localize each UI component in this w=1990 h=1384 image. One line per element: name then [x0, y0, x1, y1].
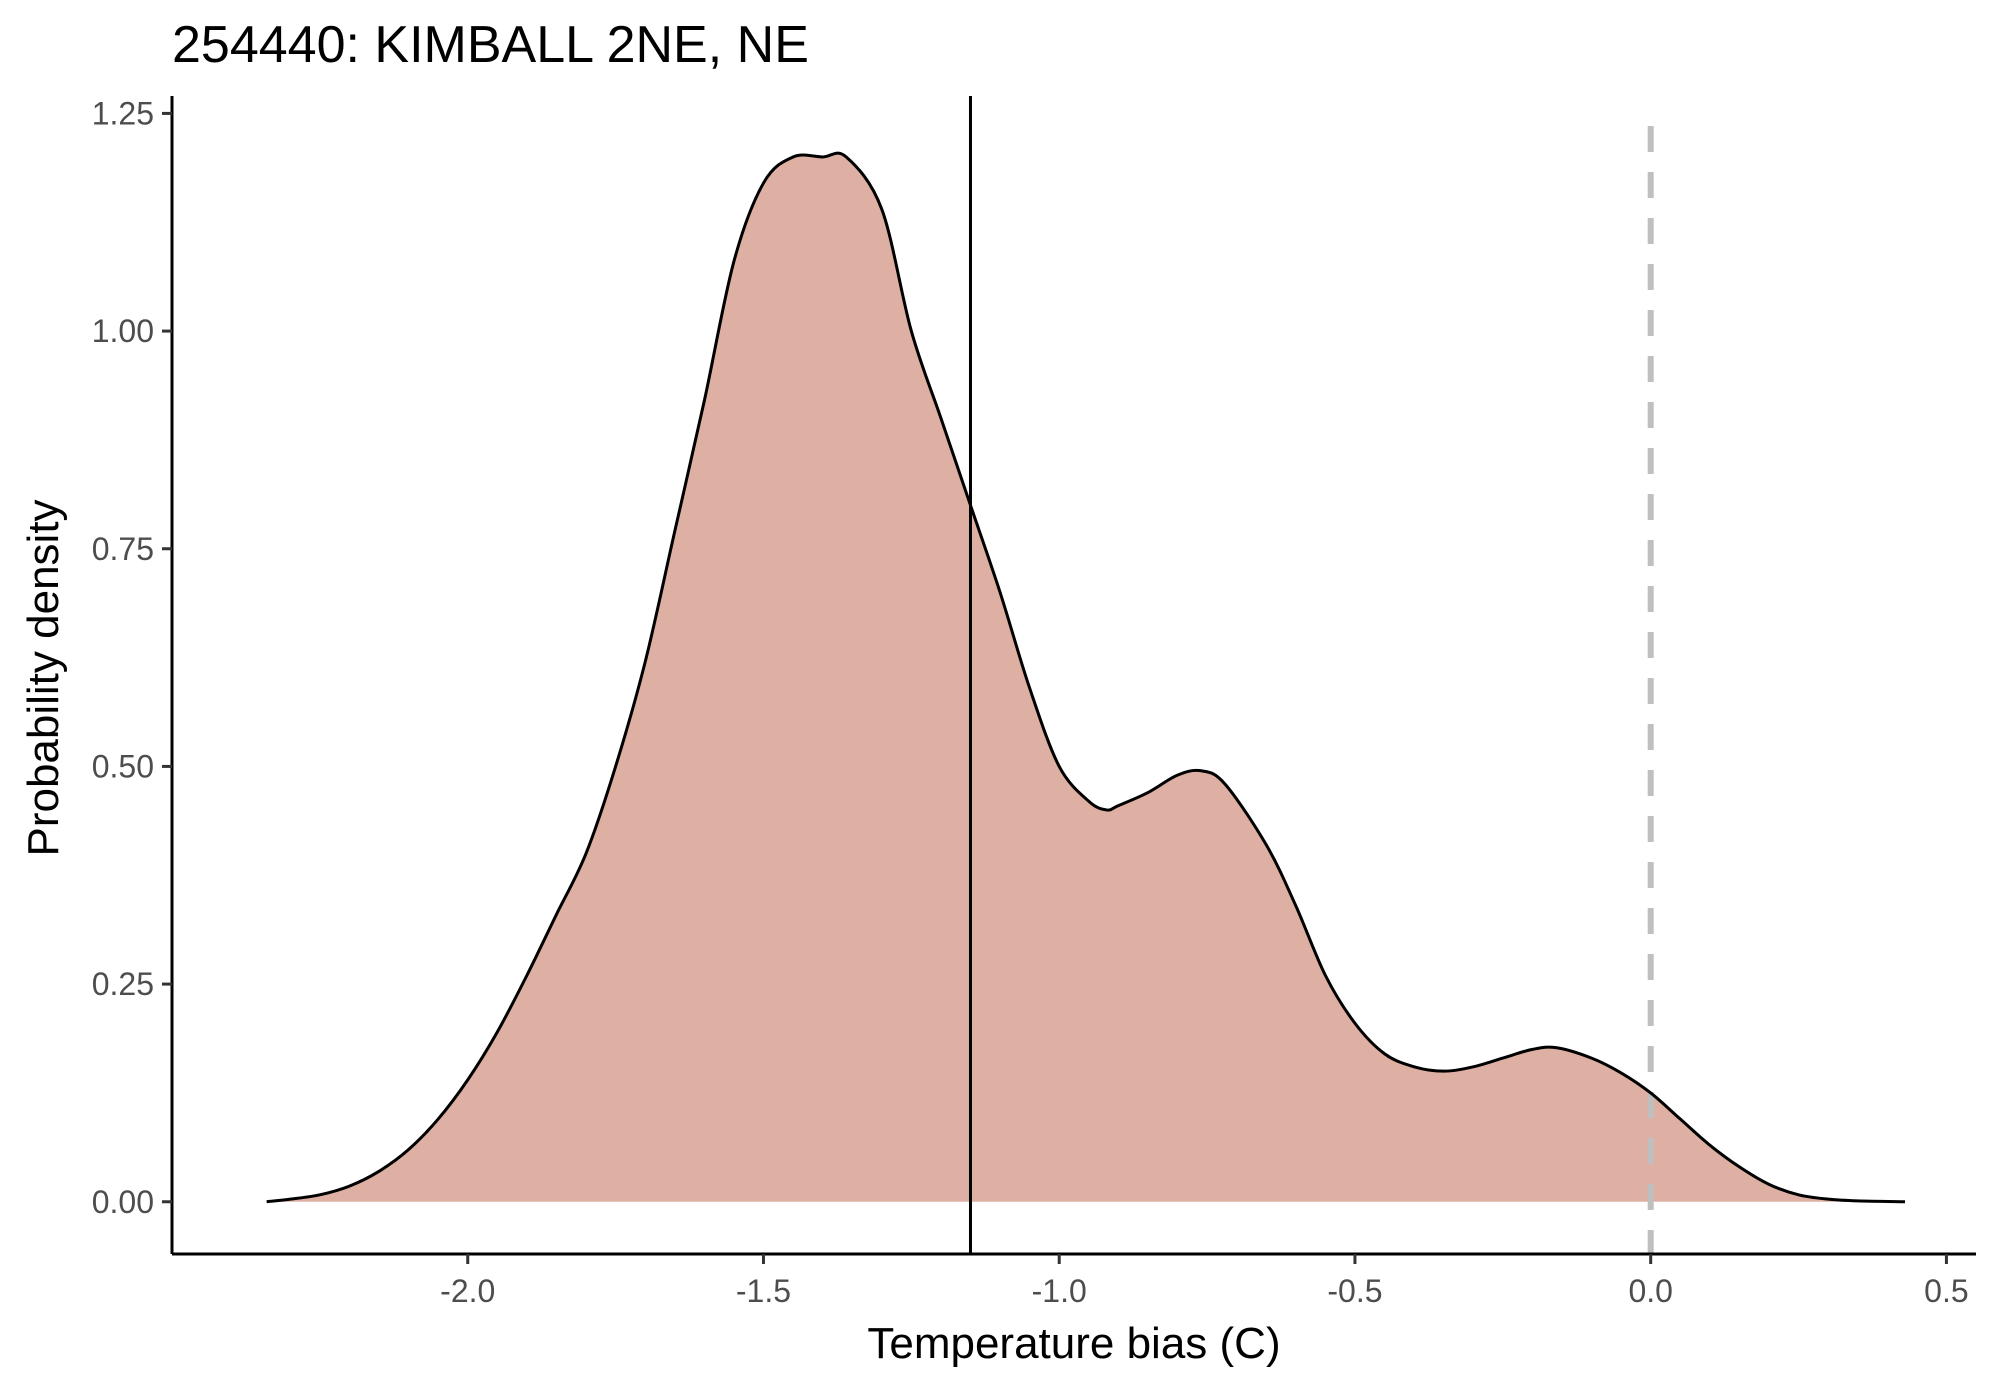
- y-axis-ticks: 0.00 0.25 0.50 0.75 1.00 1.25: [92, 95, 172, 1220]
- y-tick-label: 1.25: [92, 95, 154, 131]
- y-tick-label: 0.00: [92, 1184, 154, 1220]
- density-area: [266, 153, 1906, 1202]
- x-tick-label: 0.5: [1924, 1273, 1968, 1309]
- x-tick-label: -1.0: [1032, 1273, 1087, 1309]
- chart-title: 254440: KIMBALL 2NE, NE: [172, 16, 809, 74]
- y-tick-label: 0.75: [92, 531, 154, 567]
- y-axis-label: Probability density: [19, 499, 68, 856]
- x-tick-label: -1.5: [736, 1273, 791, 1309]
- x-axis-label: Temperature bias (C): [867, 1319, 1280, 1368]
- y-tick-label: 1.00: [92, 313, 154, 349]
- x-tick-label: 0.0: [1628, 1273, 1672, 1309]
- x-tick-label: -0.5: [1327, 1273, 1382, 1309]
- reference-lines: [968, 96, 1654, 1254]
- x-tick-label: -2.0: [440, 1273, 495, 1309]
- density-curve: [266, 151, 1906, 1204]
- y-tick-label: 0.50: [92, 748, 154, 784]
- y-tick-label: 0.25: [92, 966, 154, 1002]
- x-axis-ticks: -2.0 -1.5 -1.0 -0.5 0.0 0.5: [440, 1254, 1969, 1309]
